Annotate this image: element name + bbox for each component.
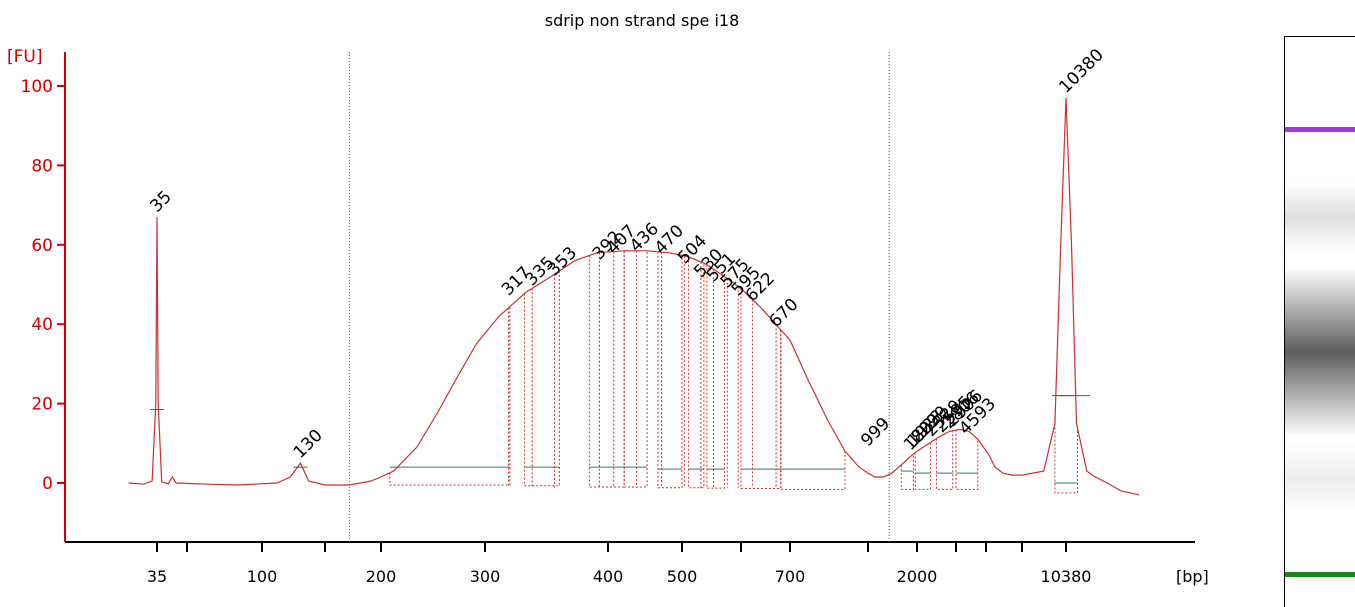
fragment-regions bbox=[389, 250, 1078, 494]
y-tick-label: 60 bbox=[31, 236, 53, 256]
x-tick-label: 400 bbox=[593, 567, 624, 586]
chart-title: sdrip non strand spe i18 bbox=[545, 11, 740, 30]
fragment-region-outline bbox=[657, 251, 683, 489]
y-tick-label: 0 bbox=[42, 474, 53, 494]
peak-label: 35 bbox=[146, 187, 175, 216]
peak-label: 130 bbox=[290, 426, 327, 463]
fragment-region-outline bbox=[955, 430, 979, 490]
gel-band bbox=[1285, 572, 1355, 577]
y-axis-ticks: 0 20 40 60 80 100 bbox=[21, 77, 65, 494]
chart-axes bbox=[64, 52, 1195, 543]
fragment-region-outline bbox=[687, 256, 705, 489]
gel-image-panel bbox=[1284, 36, 1355, 607]
peak-label: 670 bbox=[765, 295, 802, 332]
peak-label: 999 bbox=[857, 414, 894, 451]
fragment-region-outline bbox=[706, 264, 725, 489]
y-tick-label: 40 bbox=[31, 315, 53, 335]
x-tick-label: 35 bbox=[147, 567, 167, 586]
y-axis-unit-label: [FU] bbox=[7, 47, 43, 67]
fragment-region-outline bbox=[389, 306, 511, 486]
fragment-region-outline bbox=[936, 430, 954, 490]
fragment-region-outline bbox=[588, 250, 625, 488]
fluorescence-trace bbox=[128, 97, 1140, 496]
x-tick-label: 100 bbox=[247, 567, 278, 586]
x-tick-label: 700 bbox=[775, 567, 806, 586]
gel-band bbox=[1285, 127, 1355, 132]
fragment-region-outline bbox=[900, 454, 914, 490]
x-axis-unit-label: [bp] bbox=[1176, 567, 1209, 586]
x-axis-ticks: 35 100 200 300 400 500 700 2000 10380 bbox=[147, 542, 1092, 586]
gel-band bbox=[1285, 443, 1355, 513]
x-tick-label: 2000 bbox=[897, 567, 938, 586]
fragment-region-outline bbox=[523, 270, 560, 487]
gel-lane bbox=[1285, 127, 1355, 577]
gel-band bbox=[1285, 267, 1355, 437]
x-tick-label: 500 bbox=[667, 567, 698, 586]
x-tick-label: 10380 bbox=[1041, 567, 1092, 586]
fragment-region-outline bbox=[914, 442, 931, 490]
peak-label: 10380 bbox=[1055, 45, 1107, 97]
fragment-region-outline bbox=[740, 288, 782, 490]
gel-band bbox=[1285, 182, 1355, 252]
fragment-region-outline bbox=[623, 250, 648, 488]
fragment-region-outline bbox=[780, 329, 846, 490]
y-tick-label: 20 bbox=[31, 395, 53, 415]
x-tick-label: 300 bbox=[470, 567, 501, 586]
fragment-region-outline bbox=[1054, 423, 1078, 494]
y-tick-label: 100 bbox=[21, 77, 53, 97]
trace-line bbox=[128, 97, 1140, 496]
electropherogram-chart: sdrip non strand spe i18 [FU] [bp] 0 20 40… bbox=[7, 11, 1209, 586]
x-tick-label: 200 bbox=[366, 567, 397, 586]
y-tick-label: 80 bbox=[31, 156, 53, 176]
